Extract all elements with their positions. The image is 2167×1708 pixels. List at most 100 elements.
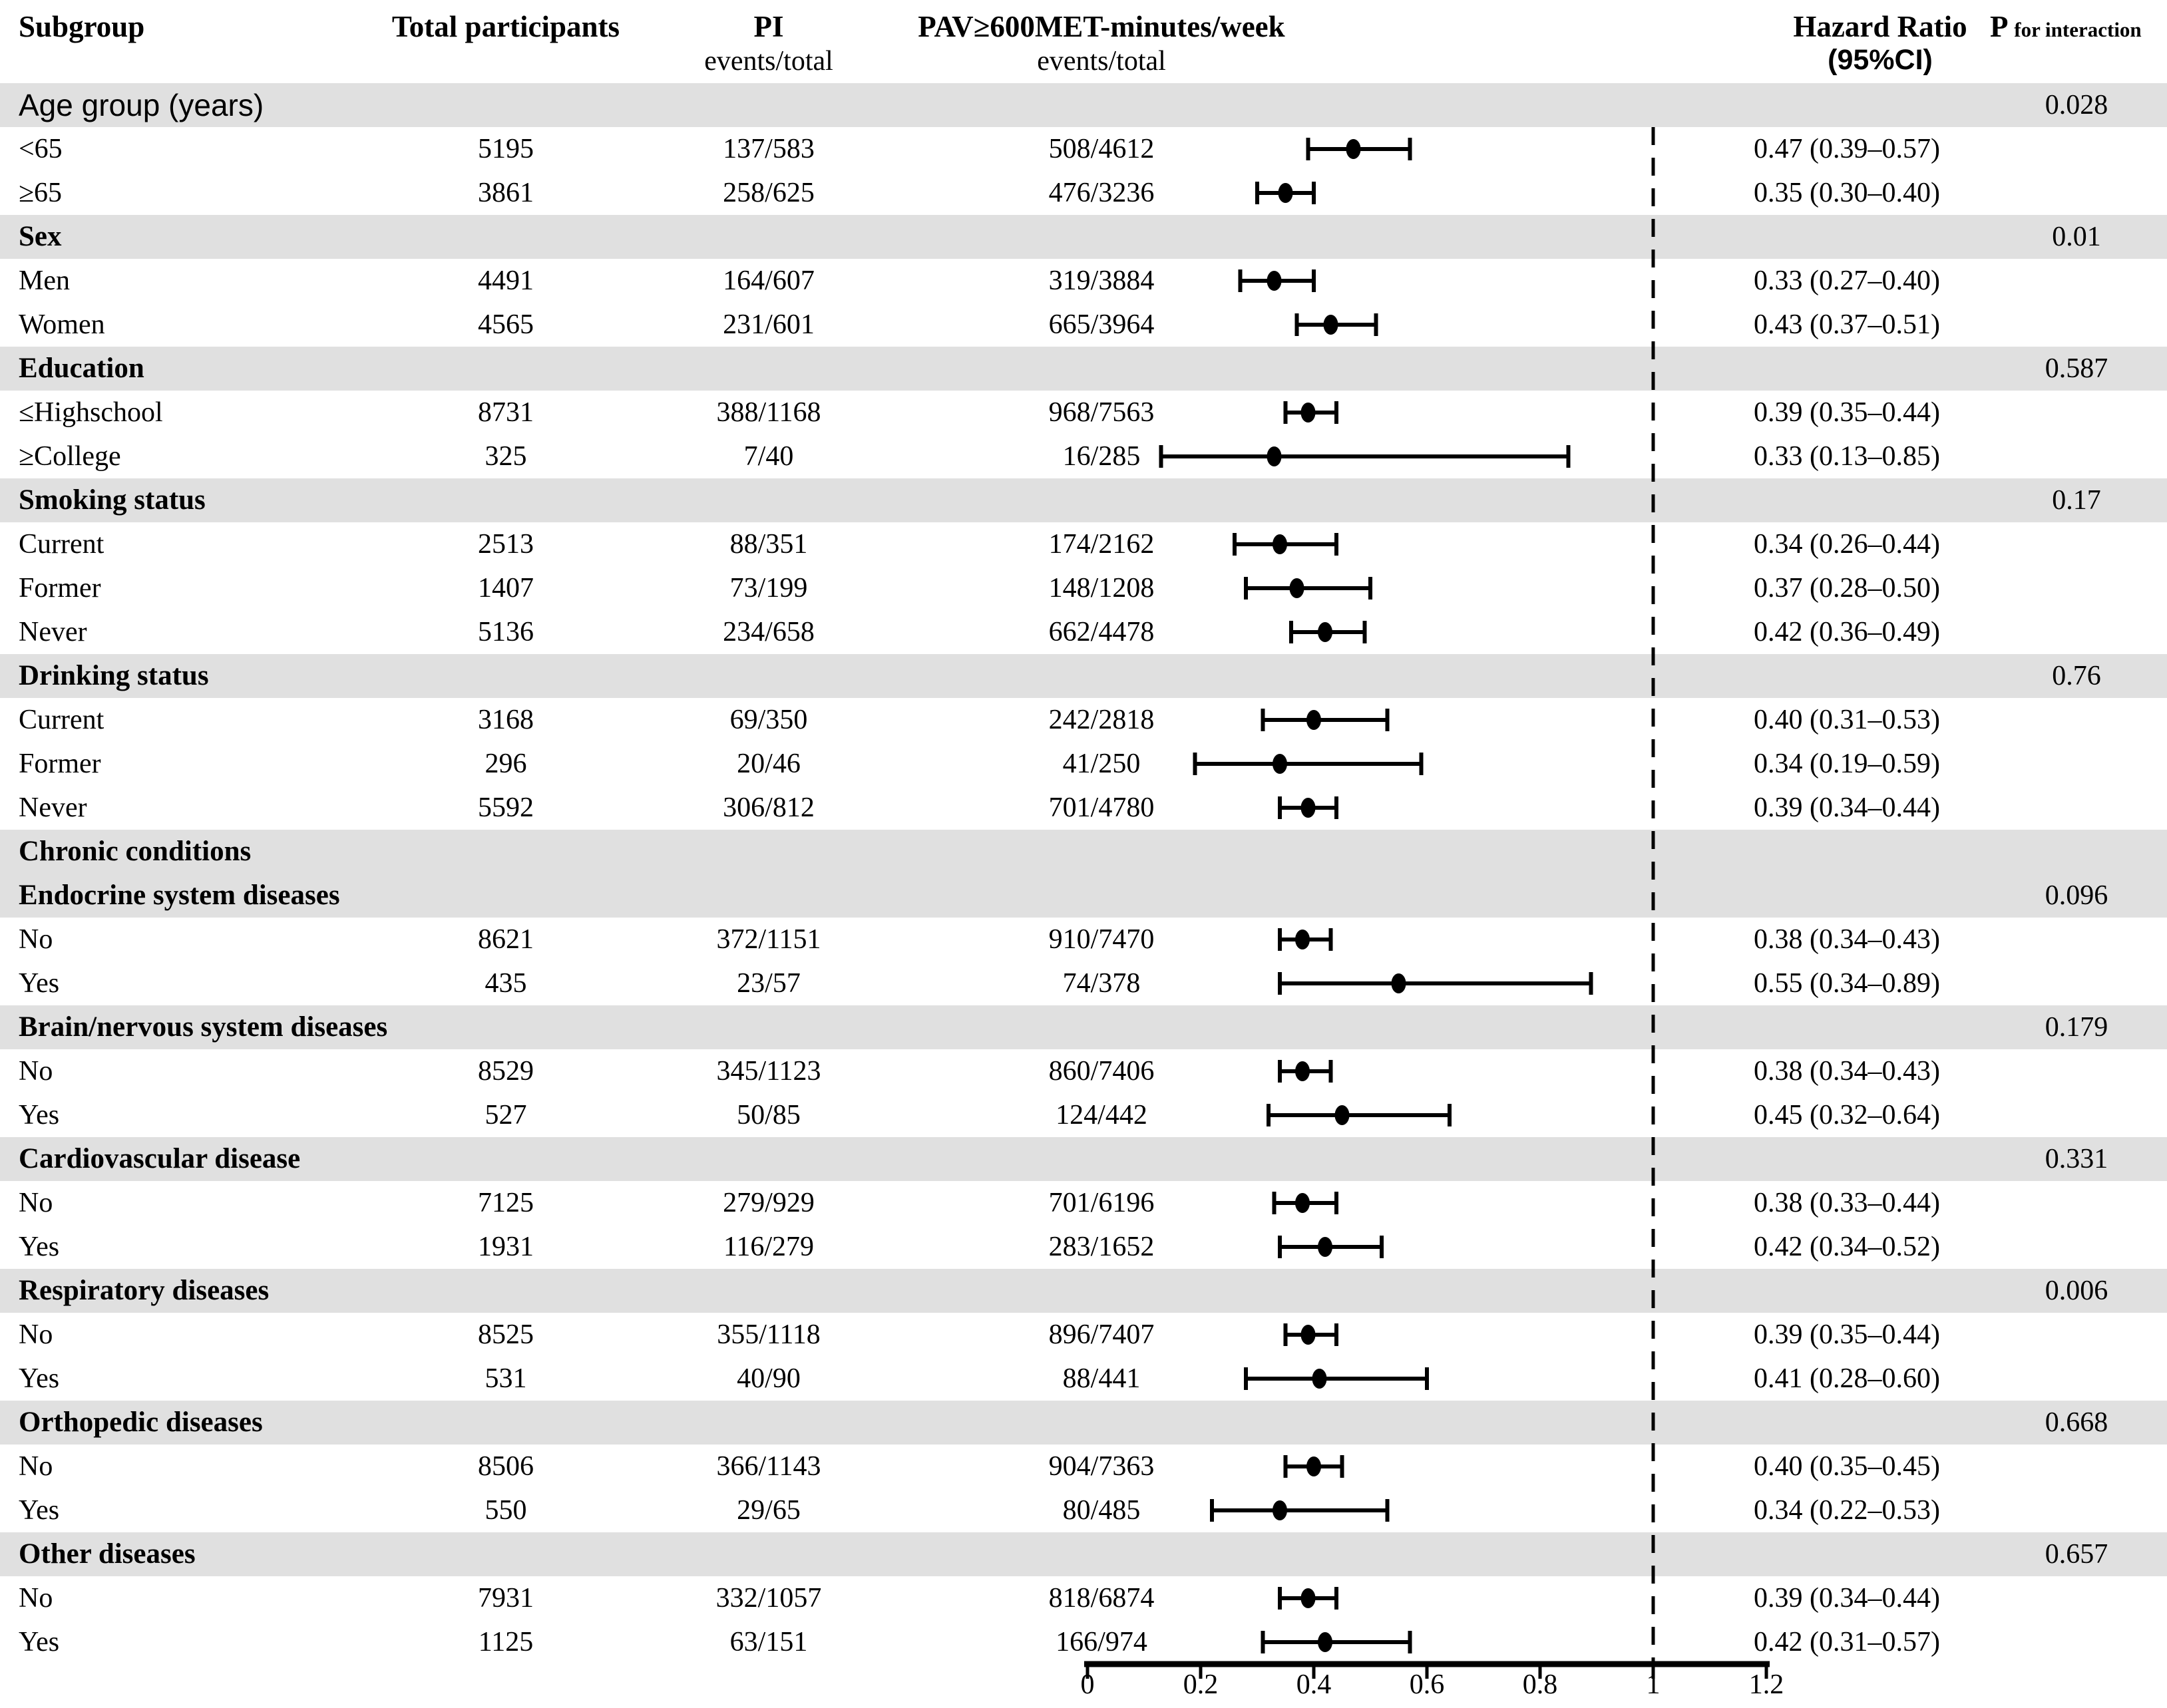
pav-events-total-value: 896/7407 xyxy=(1048,1319,1155,1350)
subgroup-label: Yes xyxy=(19,1363,60,1394)
section-title: Drinking status xyxy=(19,660,209,691)
section-title: Age group (years) xyxy=(19,88,264,122)
p-interaction-value: 0.179 xyxy=(2045,1012,2108,1043)
pi-events-total-value: 73/199 xyxy=(729,573,808,603)
pi-events-total-value: 23/57 xyxy=(737,968,801,999)
pi-events-total-value: 306/812 xyxy=(723,792,815,823)
pi-events-total-value: 258/625 xyxy=(723,178,815,208)
column-header-ci: (95%CI) xyxy=(1828,44,1933,76)
section-title: Sex xyxy=(19,221,62,252)
subgroup-label: Never xyxy=(19,617,87,647)
pi-events-total-value: 88/351 xyxy=(729,529,808,560)
section-header-row: Brain/nervous system diseases 0.179 xyxy=(0,1005,2167,1049)
table-row: ≤Highschool 8731 388/1168 968/7563 0.39 (0.3… xyxy=(0,391,2167,434)
p-interaction-value: 0.76 xyxy=(2052,661,2101,691)
pi-events-total-value: 40/90 xyxy=(737,1363,801,1394)
pi-events-total-value: 29/65 xyxy=(737,1495,801,1526)
pav-events-total-value: 80/485 xyxy=(1062,1495,1141,1526)
p-interaction-value: 0.657 xyxy=(2045,1539,2108,1570)
x-axis-tick-label: 1.2 xyxy=(1748,1669,1784,1700)
total-participants-value: 7931 xyxy=(478,1583,534,1614)
table-row: Current 2513 88/351 174/2162 0.34 (0.26–0.44… xyxy=(0,522,2167,566)
total-participants-value: 8731 xyxy=(478,397,534,428)
x-axis-tick-label: 0.4 xyxy=(1296,1669,1332,1700)
x-axis-tick-label: 1 xyxy=(1646,1669,1661,1700)
total-participants-value: 7125 xyxy=(478,1188,534,1218)
table-row: <65 5195 137/583 508/4612 0.47 (0.39–0.57) xyxy=(0,127,2167,171)
table-row: Yes 550 29/65 80/485 0.34 (0.22–0.53) xyxy=(0,1488,2167,1532)
hazard-ratio-value: 0.43 (0.37–0.51) xyxy=(1754,309,1940,340)
subgroup-label: No xyxy=(19,1451,53,1482)
pav-events-total-value: 860/7406 xyxy=(1048,1056,1155,1087)
total-participants-value: 8525 xyxy=(478,1319,534,1350)
column-header-pi: PI xyxy=(753,10,784,43)
hazard-ratio-value: 0.40 (0.31–0.53) xyxy=(1754,705,1940,735)
section-header-row: Chronic conditions Endocrine system disea… xyxy=(0,830,2167,918)
subgroup-label: Yes xyxy=(19,1100,60,1130)
table-row: Women 4565 231/601 665/3964 0.43 (0.37–0.51) xyxy=(0,303,2167,347)
hazard-ratio-value: 0.34 (0.19–0.59) xyxy=(1754,749,1940,779)
column-header-total-participants: Total participants xyxy=(391,10,620,43)
subgroup-label: Former xyxy=(19,573,101,603)
subgroup-label: ≥65 xyxy=(19,178,63,208)
table-row: Never 5136 234/658 662/4478 0.42 (0.36–0.49) xyxy=(0,610,2167,654)
hazard-ratio-value: 0.33 (0.27–0.40) xyxy=(1754,265,1940,296)
total-participants-value: 5136 xyxy=(478,617,534,647)
table-row: Former 1407 73/199 148/1208 0.37 (0.28–0.50) xyxy=(0,566,2167,610)
pi-events-total-value: 234/658 xyxy=(723,617,815,647)
hazard-ratio-value: 0.55 (0.34–0.89) xyxy=(1754,968,1940,999)
total-participants-value: 5195 xyxy=(478,134,534,164)
p-interaction-value: 0.006 xyxy=(2045,1276,2108,1306)
section-header-row: Respiratory diseases 0.006 xyxy=(0,1269,2167,1313)
total-participants-value: 8621 xyxy=(478,924,534,955)
hazard-ratio-value: 0.38 (0.34–0.43) xyxy=(1754,924,1940,955)
hazard-ratio-value: 0.38 (0.34–0.43) xyxy=(1754,1056,1940,1087)
p-interaction-value: 0.587 xyxy=(2045,353,2108,384)
pav-events-total-value: 41/250 xyxy=(1062,749,1141,779)
p-interaction-value: 0.668 xyxy=(2045,1407,2108,1438)
hazard-ratio-value: 0.45 (0.32–0.64) xyxy=(1754,1100,1940,1130)
hazard-ratio-value: 0.42 (0.31–0.57) xyxy=(1754,1627,1940,1657)
table-header: Subgroup Total participants PI events/to… xyxy=(0,0,2167,83)
section-header-row: Drinking status 0.76 xyxy=(0,654,2167,698)
total-participants-value: 4565 xyxy=(478,309,534,340)
subgroup-label: Never xyxy=(19,792,87,823)
p-header-sub: for interaction xyxy=(2014,18,2142,41)
subgroup-label: Current xyxy=(19,705,104,735)
pav-events-total-value: 904/7363 xyxy=(1048,1451,1155,1482)
pav-events-total-value: 701/6196 xyxy=(1048,1188,1155,1218)
hazard-ratio-value: 0.34 (0.22–0.53) xyxy=(1754,1495,1940,1526)
section-title: Endocrine system diseases xyxy=(19,880,340,911)
table-row: Men 4491 164/607 319/3884 0.33 (0.27–0.40) xyxy=(0,259,2167,303)
subgroup-label: <65 xyxy=(19,134,63,164)
table-row: Yes 531 40/90 88/441 0.41 (0.28–0.60) xyxy=(0,1357,2167,1401)
subgroup-label: Men xyxy=(19,265,70,296)
column-header-pav: PAV≥600MET-minutes/week xyxy=(918,10,1285,43)
pav-events-total-value: 508/4612 xyxy=(1048,134,1155,164)
total-participants-value: 527 xyxy=(485,1100,527,1130)
hazard-ratio-value: 0.39 (0.35–0.44) xyxy=(1754,1319,1940,1350)
x-axis-tick-label: 0.8 xyxy=(1522,1669,1558,1700)
table-row: Never 5592 306/812 701/4780 0.39 (0.34–0.44) xyxy=(0,786,2167,830)
section-title: Education xyxy=(19,353,144,384)
subgroup-label: No xyxy=(19,924,53,955)
x-axis-tick-label: 0.2 xyxy=(1183,1669,1219,1700)
pav-events-total-value: 968/7563 xyxy=(1048,397,1155,428)
table-row: Yes 527 50/85 124/442 0.45 (0.32–0.64) xyxy=(0,1093,2167,1137)
table-row: No 7125 279/929 701/6196 0.38 (0.33–0.44) xyxy=(0,1181,2167,1225)
table-row: No 7931 332/1057 818/6874 0.39 (0.34–0.44) xyxy=(0,1576,2167,1620)
table-row: ≥65 3861 258/625 476/3236 0.35 (0.30–0.40) xyxy=(0,171,2167,215)
table-row: Yes 1931 116/279 283/1652 0.42 (0.34–0.52) xyxy=(0,1225,2167,1269)
section-title: Orthopedic diseases xyxy=(19,1407,263,1438)
hazard-ratio-value: 0.33 (0.13–0.85) xyxy=(1754,441,1940,472)
section-header-row: Cardiovascular disease 0.331 xyxy=(0,1137,2167,1181)
table-row: No 8525 355/1118 896/7407 0.39 (0.35–0.44) xyxy=(0,1313,2167,1357)
pi-events-total-value: 20/46 xyxy=(737,749,801,779)
subgroup-label: No xyxy=(19,1583,53,1614)
p-interaction-value: 0.028 xyxy=(2045,90,2108,120)
subgroup-label: ≤Highschool xyxy=(19,397,163,428)
section-header-row: Sex 0.01 xyxy=(0,215,2167,259)
column-header-subgroup: Subgroup xyxy=(19,10,145,43)
subgroup-label: Women xyxy=(19,309,105,340)
pi-events-total-value: 63/151 xyxy=(729,1627,808,1657)
